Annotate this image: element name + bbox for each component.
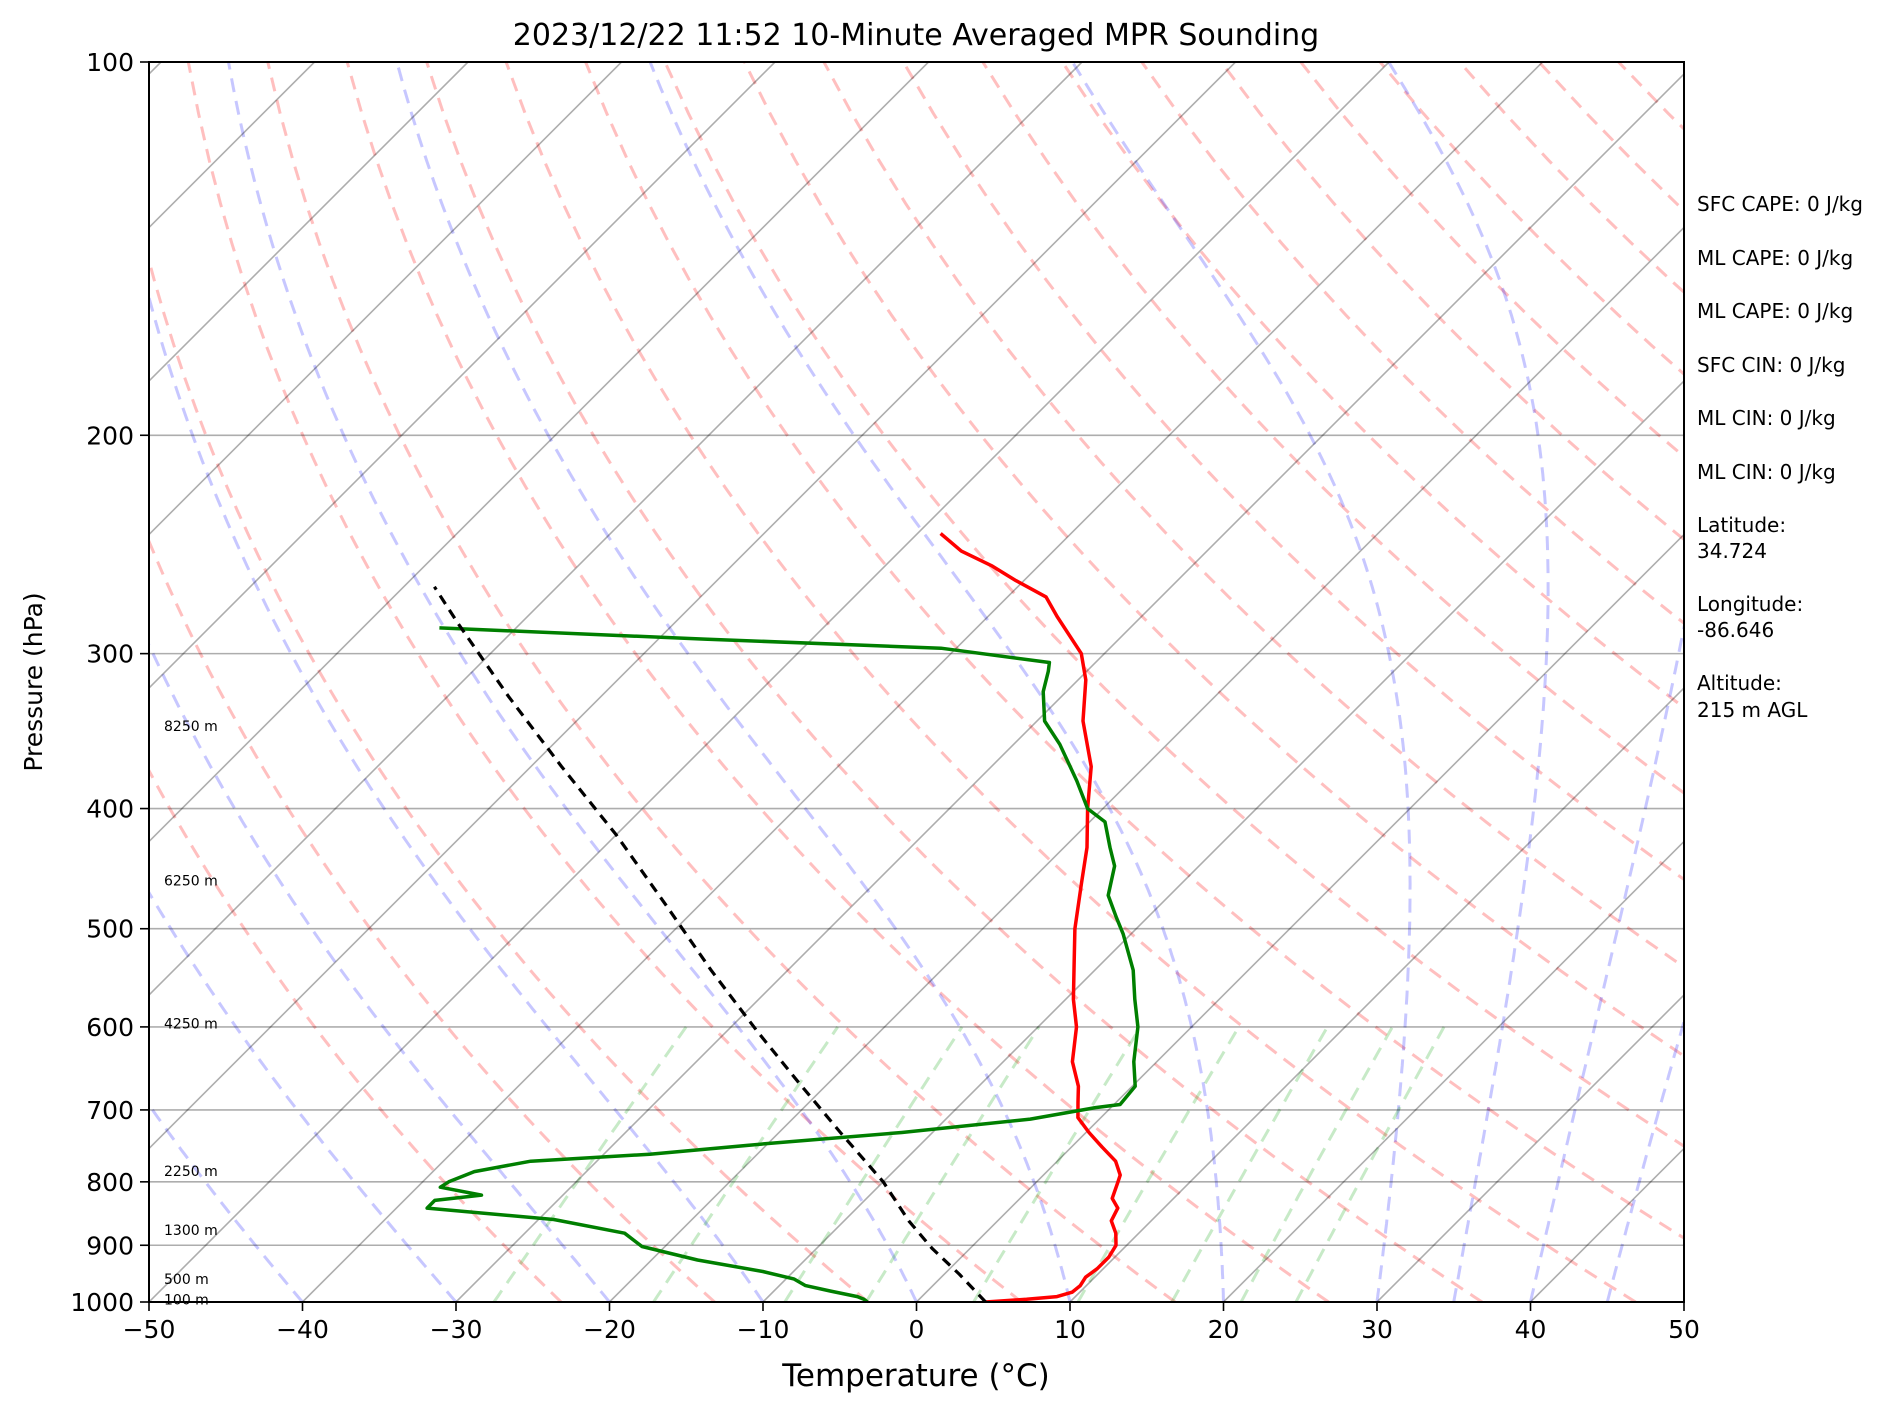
isotherm — [1069, 686, 1684, 1302]
x-tick-label: 50 — [1668, 1315, 1700, 1344]
dry-adiabat — [266, 62, 1176, 1302]
x-tick-label: 20 — [1208, 1315, 1240, 1344]
height-label: 4250 m — [164, 1016, 218, 1032]
dry-adiabat — [425, 62, 1483, 1302]
mixing-ratio-line — [492, 1026, 688, 1302]
isotherm — [149, 62, 469, 383]
isotherm — [915, 533, 1684, 1302]
moist-adiabat — [1071, 62, 1412, 1302]
isotherm — [0, 62, 8, 1302]
series-temperature-line — [939, 532, 1122, 1302]
ml-cape-text-1: ML CAPE: 0 J/kg — [1697, 246, 1854, 270]
dry-adiabat — [1061, 62, 1684, 710]
altitude-value: 215 m AGL — [1697, 698, 1808, 722]
x-tick-label: −40 — [276, 1315, 329, 1344]
series-dewpoint-line — [425, 626, 1140, 1302]
isotherm — [608, 226, 1684, 1302]
isotherm — [149, 62, 930, 843]
y-tick-label: 300 — [86, 640, 134, 669]
isotherm — [762, 379, 1684, 1302]
isotherm — [149, 62, 776, 690]
height-label: 500 m — [164, 1272, 209, 1288]
y-tick-label: 600 — [86, 1013, 134, 1042]
moist-adiabat — [395, 62, 1072, 1302]
dry-adiabat — [345, 62, 1330, 1302]
height-label: 100 m — [164, 1292, 209, 1308]
x-tick-label: −10 — [737, 1315, 790, 1344]
isotherm — [301, 62, 1544, 1302]
isotherm — [455, 72, 1684, 1302]
height-label: 2250 m — [164, 1164, 218, 1180]
isotherm — [149, 62, 1390, 1302]
x-tick-label: 0 — [909, 1315, 925, 1344]
y-tick-label: 500 — [86, 915, 134, 944]
moist-adiabat — [648, 62, 1225, 1302]
moist-adiabat — [1387, 62, 1550, 1302]
x-tick-label: −50 — [123, 1315, 176, 1344]
dry-adiabat — [504, 62, 1637, 1302]
sfc-cape-text: SFC CAPE: 0 J/kg — [1697, 192, 1863, 216]
x-tick-label: 10 — [1054, 1315, 1086, 1344]
y-axis-label: Pressure (hPa) — [19, 592, 48, 771]
isotherm — [1376, 993, 1684, 1302]
moist-adiabat — [149, 641, 611, 1302]
y-tick-label: 100 — [86, 48, 134, 77]
y-tick-label: 700 — [86, 1096, 134, 1125]
isotherm — [149, 62, 623, 536]
y-tick-label: 1000 — [70, 1288, 134, 1317]
ml-cin-text-1: ML CIN: 0 J/kg — [1697, 406, 1836, 430]
chart-axes: −50 −40 −30 −20 −10 0 10 20 30 40 50 1000 900 800 700 6… — [70, 48, 1700, 1344]
sfc-cin-text: SFC CIN: 0 J/kg — [1697, 353, 1846, 377]
moist-adiabat — [1529, 619, 1684, 1302]
y-tick-label: 900 — [86, 1231, 134, 1260]
latitude-label: Latitude: — [1697, 513, 1787, 537]
dry-adiabat — [584, 62, 1684, 1240]
dry-adiabat — [149, 537, 716, 1302]
longitude-label: Longitude: — [1697, 592, 1804, 616]
isotherm — [149, 62, 1237, 1150]
x-tick-label: −30 — [430, 1315, 483, 1344]
isotherm — [1222, 840, 1684, 1302]
mixing-ratio-line — [783, 1026, 964, 1302]
series-parcel-line — [433, 585, 987, 1302]
y-tick-label: 800 — [86, 1168, 134, 1197]
mixing-ratio-line — [652, 1026, 839, 1302]
altitude-label: Altitude: — [1697, 671, 1782, 695]
x-tick-label: −20 — [583, 1315, 636, 1344]
dry-adiabat — [902, 62, 1684, 882]
isotherm — [149, 62, 1083, 997]
dry-adiabat — [186, 62, 1023, 1302]
mixing-ratio-line — [1076, 1026, 1241, 1302]
x-axis-label: Temperature (°C) — [781, 1358, 1050, 1394]
latitude-value: 34.724 — [1697, 539, 1767, 563]
x-tick-label: 30 — [1361, 1315, 1393, 1344]
height-label: 1300 m — [164, 1223, 218, 1239]
x-tick-label: 40 — [1515, 1315, 1547, 1344]
y-tick-label: 400 — [86, 795, 134, 824]
moist-adiabat — [227, 62, 918, 1302]
ml-cin-text-2: ML CIN: 0 J/kg — [1697, 460, 1836, 484]
height-labels: 8250 m 6250 m 4250 m 2250 m 1300 m 500 m 100 m — [164, 719, 218, 1309]
height-label: 6250 m — [164, 873, 218, 889]
y-tick-label: 200 — [86, 421, 134, 450]
dry-adiabat — [149, 254, 870, 1302]
chart-grid — [0, 62, 1684, 1302]
chart-series — [425, 532, 1140, 1302]
longitude-value: -86.646 — [1697, 618, 1775, 642]
dry-adiabat — [149, 767, 563, 1302]
chart-title: 2023/12/22 11:52 10-Minute Averaged MPR … — [513, 18, 1319, 53]
mixing-ratio-line — [972, 1026, 1142, 1302]
dry-adiabat — [663, 62, 1684, 1148]
dry-adiabat — [981, 62, 1684, 795]
mixing-ratio-line — [864, 1026, 1041, 1302]
ml-cape-text-2: ML CAPE: 0 J/kg — [1697, 299, 1854, 323]
plot-frame — [148, 61, 1685, 1303]
height-label: 8250 m — [164, 719, 218, 735]
